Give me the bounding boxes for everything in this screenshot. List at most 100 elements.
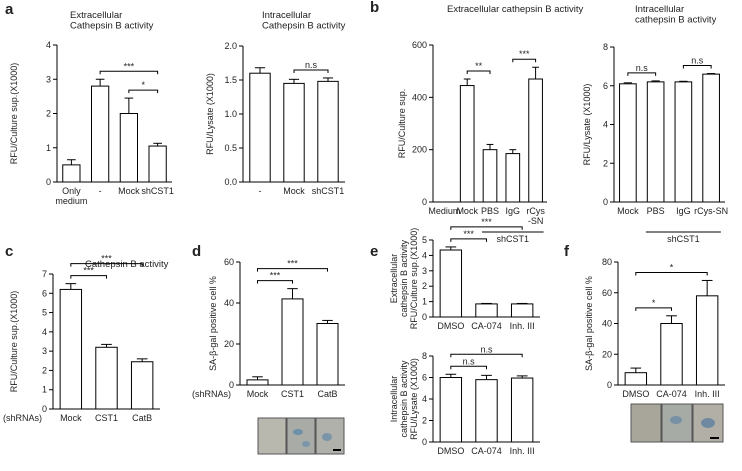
bar [475,379,498,443]
significance-label: ** [475,61,483,71]
x-tick-label: Mock [456,206,478,216]
x-tick-label: shCST1 [312,186,345,196]
significance-label: n.s [305,60,318,70]
y-axis-label: RFU/Lysate (X1000) [205,73,215,155]
significance-label: n.s [636,63,649,73]
bar [528,78,543,203]
significance-label: *** [83,266,94,276]
x-tick-label: PBS [481,206,499,216]
y-tick-label: 2 [46,109,51,119]
chart-title: Cathepsin B activity [85,259,169,270]
bar [695,295,719,386]
panel-letter: f [564,243,570,260]
y-tick-label: 3 [422,266,427,276]
x-tick-label: Inh. III [510,446,535,456]
cell-image [257,417,287,455]
significance-bracket [450,365,487,370]
significance-label: * [652,298,656,308]
y-tick-label: 7 [42,269,47,279]
x-tick-label: CatB [132,413,152,423]
significance-bracket [70,263,143,267]
y-tick-label: 4 [42,327,47,337]
chart-title: Intracellular cathepsin B activity [635,4,717,25]
bar [317,80,339,183]
x-tick-label: rCys-SN [526,206,545,226]
significance-label: *** [463,229,474,239]
bar [505,153,521,203]
significance-label: n.s [691,56,704,66]
x-tick-label: - [99,186,102,196]
x-tick-label: DMSO [437,321,464,331]
y-tick-label: 60 [602,288,612,298]
bar [439,377,463,443]
x-tick-label: CA-074 [656,389,687,399]
y-tick-label: 60 [224,257,234,267]
row-label: (shRNAs) [192,389,231,399]
significance-bracket [257,268,328,272]
x-tick-label: Mock [60,413,82,423]
x-tick-label: Mock [617,206,639,216]
bar [510,303,534,318]
x-tick-label: CST1 [281,389,304,399]
significance-bracket [293,69,329,73]
y-tick-label: 4 [422,394,427,404]
y-tick-label: 20 [224,339,234,349]
y-tick-label: 40 [224,298,234,308]
stain [670,416,682,424]
y-tick-label: 4 [46,40,51,50]
x-tick-label: - [259,186,262,196]
significance-label: *** [481,217,492,227]
y-tick-label: 80 [602,257,612,267]
x-tick-label: Medium [428,206,460,216]
chart-title: Extracellular Cathepsin B activity [70,10,154,31]
y-tick-label: 6 [42,288,47,298]
bar [148,145,167,183]
significance-label: *** [287,259,298,269]
bar [510,377,534,443]
significance-bracket [128,89,159,94]
significance-bracket [466,70,491,75]
significance-bracket [450,353,523,358]
x-tick-label: rCys-SN [694,206,728,216]
y-tick-label: 40 [602,319,612,329]
y-tick-label: 0 [42,404,47,414]
y-tick-label: 2 [422,281,427,291]
stain [293,429,303,435]
y-tick-label: 0 [607,380,612,390]
x-tick-label: DMSO [622,389,649,399]
x-tick-label: CA-074 [471,321,502,331]
x-tick-label: Mock [247,389,269,399]
significance-bracket [635,271,708,276]
cell-images-f [630,403,724,443]
bar [130,361,154,410]
panel-letter: b [370,0,379,16]
y-axis-label: SA-β-gal positive cell % [208,276,218,371]
y-tick-label: 0.5 [224,143,237,153]
y-tick-label: 1.5 [224,75,237,85]
x-tick-label: CST1 [95,413,118,423]
x-tick-label: PBS [647,206,665,216]
significance-bracket [635,307,672,311]
panel-letter: a [5,1,14,18]
x-tick-label: Inh. III [695,389,720,399]
y-axis-label: Extracellularcathepsin B activityRFU/Cul… [389,228,419,330]
y-tick-label: 0 [422,312,427,322]
y-tick-label: 20 [602,349,612,359]
bar [702,73,720,203]
significance-label: * [670,262,674,272]
y-tick-label: 3 [46,74,51,84]
bar [439,249,463,318]
y-axis-label: SA-β-gal positive cell % [584,276,594,371]
y-axis-label: RFU/Culture sup.(X1000) [9,291,19,393]
stain [701,418,715,428]
y-axis-label: RFU/Culture sup.(X1000) [9,63,19,165]
y-tick-label: 2 [422,416,427,426]
significance-label: * [141,80,145,90]
y-tick-label: 2 [42,365,47,375]
y-tick-label: 0 [603,197,608,207]
bar [475,303,498,318]
x-tick-label: Inh. III [510,321,535,331]
bar [281,298,304,386]
x-tick-label: DMSO [437,446,464,456]
